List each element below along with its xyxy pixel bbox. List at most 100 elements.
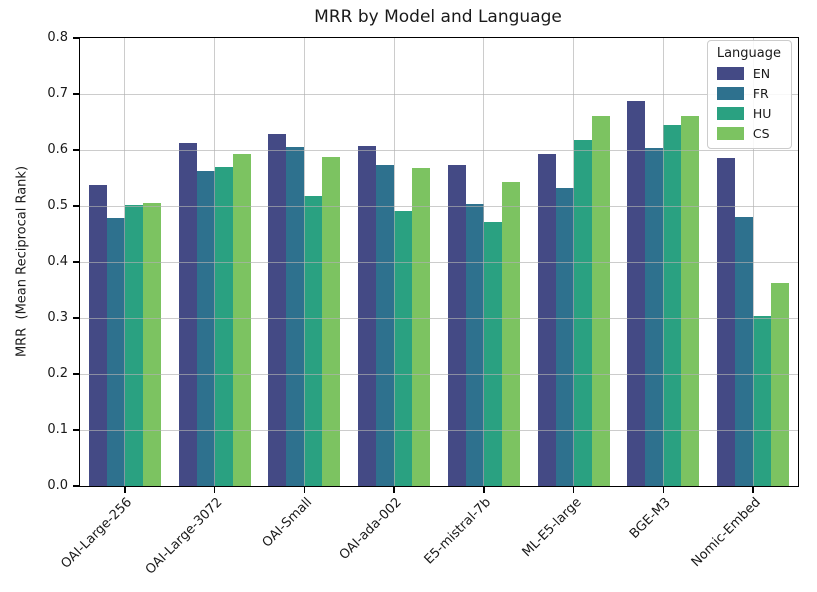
bar-fr-2 [286, 146, 305, 486]
bar-en-4 [447, 164, 466, 486]
y-axis-label: MRR (Mean Reciprocal Rank) [14, 165, 30, 358]
x-tick-label: OAI-Small [259, 495, 315, 551]
y-tick-mark [73, 317, 80, 319]
bar-hu-7 [753, 315, 772, 486]
bar-cs-7 [771, 282, 790, 486]
x-tick-mark [124, 486, 126, 493]
bar-fr-0 [106, 218, 125, 486]
y-tick-mark [73, 93, 80, 95]
legend-label: HU [752, 106, 772, 121]
y-tick-mark [73, 205, 80, 207]
x-tick-label: OAI-ada-002 [336, 495, 405, 563]
gridline-v [573, 38, 575, 486]
bar-en-1 [178, 143, 197, 486]
gridline-v [303, 38, 305, 486]
x-tick-label: Nomic-Embed [688, 495, 764, 571]
x-tick-mark [393, 486, 395, 493]
gridline-v [752, 38, 754, 486]
bar-en-3 [358, 146, 377, 486]
gridline-h [80, 317, 798, 319]
legend-entry-en: EN [716, 66, 781, 81]
gridline-v [214, 38, 216, 486]
legend-label: EN [752, 66, 771, 81]
y-tick-label: 0.5 [47, 197, 68, 213]
bar-fr-6 [645, 148, 664, 486]
x-tick-mark [303, 486, 306, 493]
chart-title: MRR by Model and Language [314, 7, 562, 27]
bar-cs-6 [681, 116, 700, 486]
legend-entry-hu: HU [716, 106, 781, 121]
bar-cs-3 [412, 167, 431, 486]
gridline-h [80, 93, 798, 95]
x-tick-mark [572, 486, 575, 493]
x-tick-mark [213, 486, 216, 493]
gridline-v [662, 38, 664, 486]
bar-fr-5 [555, 187, 574, 486]
bar-hu-1 [214, 166, 233, 486]
gridline-v [393, 38, 395, 486]
bar-hu-0 [124, 205, 143, 486]
bar-en-7 [717, 158, 736, 486]
bar-cs-2 [322, 156, 341, 486]
y-tick-label: 0.6 [47, 141, 68, 157]
bar-cs-1 [232, 153, 251, 486]
bar-fr-1 [196, 171, 215, 486]
bar-fr-3 [376, 165, 395, 486]
bar-en-2 [268, 133, 287, 486]
bar-fr-7 [735, 216, 754, 486]
x-tick-label: E5-mistral-7b [422, 495, 495, 568]
legend-swatch-hu [716, 107, 744, 120]
gridline-h [80, 261, 798, 263]
y-tick-label: 0.7 [47, 85, 68, 101]
bar-hu-4 [483, 221, 502, 486]
y-tick-mark [73, 429, 80, 431]
y-tick-mark [73, 373, 80, 375]
legend: Language EN FR HU CS [706, 40, 792, 149]
bar-cs-5 [591, 116, 610, 486]
bar-hu-2 [304, 196, 323, 486]
x-tick-mark [483, 486, 485, 493]
bar-hu-5 [573, 140, 592, 486]
legend-label: CS [752, 126, 770, 141]
gridline-h [80, 373, 798, 375]
y-tick-mark [73, 149, 80, 151]
bar-hu-6 [663, 125, 682, 486]
x-tick-mark [662, 486, 665, 493]
gridline-v [124, 38, 126, 486]
y-tick-label: 0.2 [47, 365, 68, 381]
x-tick-label: OAI-Large-3072 [142, 495, 226, 578]
legend-entries: EN FR HU CS [716, 66, 781, 141]
bar-en-0 [88, 184, 107, 486]
x-tick-label: BGE-M3 [627, 495, 674, 542]
x-tick-mark [752, 486, 754, 493]
y-tick-label: 0.8 [47, 29, 68, 45]
y-tick-label: 0.0 [47, 477, 68, 493]
bar-cs-4 [501, 181, 520, 486]
gridline-h [80, 149, 798, 151]
y-tick-mark [73, 485, 80, 487]
legend-entry-fr: FR [716, 86, 781, 101]
y-tick-label: 0.4 [47, 253, 68, 269]
gridline-h [80, 429, 798, 431]
bar-en-5 [537, 153, 556, 486]
y-tick-mark [73, 37, 80, 39]
x-tick-label: OAI-Large-256 [58, 495, 136, 572]
legend-title: Language [716, 46, 781, 61]
legend-swatch-cs [716, 127, 744, 140]
bar-fr-4 [465, 204, 484, 486]
legend-label: FR [752, 86, 769, 101]
y-tick-mark [73, 261, 80, 263]
y-tick-label: 0.1 [47, 421, 68, 437]
y-tick-label: 0.3 [47, 309, 68, 325]
bar-en-6 [627, 101, 646, 486]
bar-cs-0 [142, 203, 161, 486]
legend-swatch-en [716, 67, 744, 80]
gridline-v [483, 38, 485, 486]
gridline-h [80, 205, 798, 207]
plot-area: Language EN FR HU CS 0.0 0.1 0.2 0.3 0.4 0.5 0.6 0… [47, 30, 799, 578]
x-tick-label: ML-E5-large [519, 495, 585, 561]
legend-swatch-fr [716, 87, 744, 100]
legend-entry-cs: CS [716, 126, 781, 141]
bar-hu-3 [394, 211, 413, 486]
